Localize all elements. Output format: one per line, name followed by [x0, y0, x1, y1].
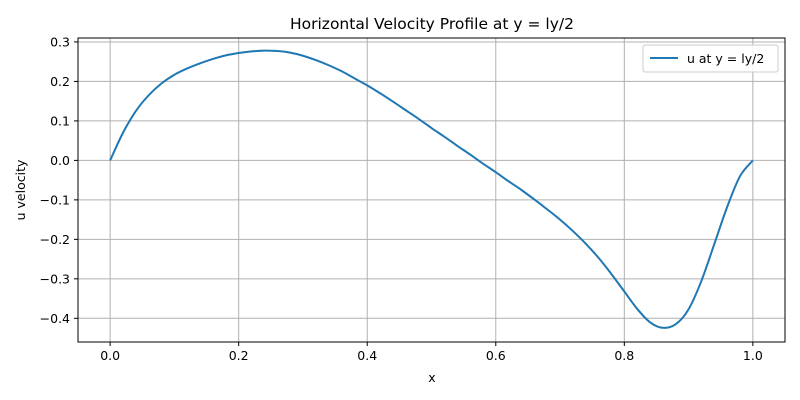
- y-tick-label: 0.2: [50, 74, 70, 89]
- x-ticks: 0.0 0.2 0.4 0.6 0.8 1.0: [100, 342, 763, 363]
- x-tick-label: 0.4: [357, 348, 377, 363]
- x-tick-label: 0.2: [229, 348, 249, 363]
- y-tick-label: 0.1: [50, 113, 70, 128]
- y-ticks: −0.4 −0.3 −0.2 −0.1 0.0 0.1 0.2 0.3: [40, 34, 78, 326]
- series-group: [109, 49, 754, 329]
- y-tick-label: −0.2: [40, 232, 70, 247]
- y-tick-label: −0.4: [40, 311, 70, 326]
- legend: u at y = ly/2: [642, 44, 779, 73]
- chart-title: Horizontal Velocity Profile at y = ly/2: [290, 15, 574, 33]
- x-tick-label: 0.6: [486, 348, 506, 363]
- legend-label: u at y = ly/2: [687, 51, 764, 66]
- series-line: [109, 49, 754, 329]
- x-axis-label: x: [428, 370, 435, 385]
- y-axis-label: u velocity: [13, 159, 28, 220]
- grid: [78, 38, 785, 342]
- legend-box: [642, 44, 779, 73]
- x-tick-label: 1.0: [743, 348, 763, 363]
- x-tick-label: 0.8: [614, 348, 634, 363]
- y-tick-label: −0.3: [40, 271, 70, 286]
- y-tick-label: 0.3: [50, 34, 70, 49]
- y-tick-label: −0.1: [40, 192, 70, 207]
- x-tick-label: 0.0: [100, 348, 120, 363]
- plot-frame: [77, 37, 786, 343]
- y-tick-label: 0.0: [50, 153, 70, 168]
